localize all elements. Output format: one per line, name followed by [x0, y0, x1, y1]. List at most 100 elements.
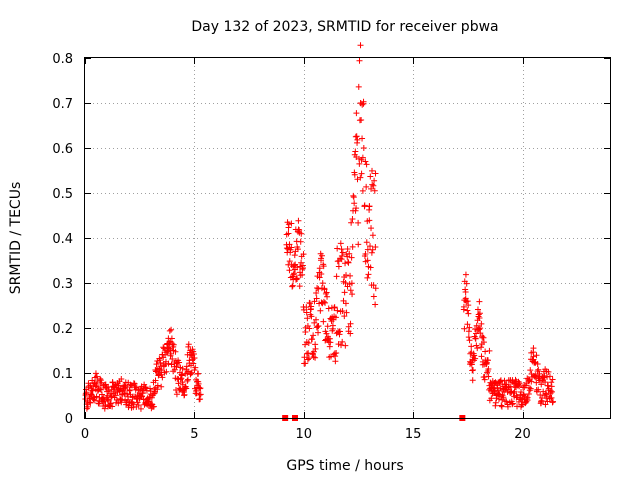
data-point [341, 289, 348, 296]
data-point [466, 324, 473, 331]
data-point [370, 293, 377, 300]
data-point [357, 42, 364, 49]
x-axis-label: GPS time / hours [286, 458, 403, 474]
data-point [478, 353, 485, 360]
data-point [347, 330, 354, 337]
data-point [363, 161, 370, 168]
data-point [349, 243, 356, 250]
data-point [531, 359, 538, 366]
data-point [306, 355, 313, 362]
data-point [362, 158, 369, 165]
data-point [497, 385, 504, 392]
data-point [318, 271, 325, 277]
data-point [336, 328, 343, 335]
data-point [167, 346, 174, 353]
data-point [363, 239, 370, 246]
data-point [318, 252, 325, 259]
data-point [309, 336, 316, 343]
y-tick-label: 0.3 [52, 277, 73, 292]
y-tick-label: 0.1 [52, 367, 73, 382]
data-point [533, 379, 540, 386]
data-point [123, 390, 130, 397]
data-point [286, 258, 293, 265]
data-point [475, 311, 482, 318]
tick-marks [85, 58, 610, 419]
data-point [105, 387, 112, 394]
data-point [288, 220, 295, 227]
data-point [369, 232, 376, 239]
data-point [98, 391, 105, 398]
data-point [535, 366, 542, 373]
data-point [112, 392, 119, 399]
data-point [472, 355, 479, 362]
data-point [87, 399, 94, 406]
data-point [322, 299, 329, 306]
data-point [183, 363, 190, 370]
data-point [474, 306, 481, 313]
data-point [130, 380, 137, 387]
data-point [337, 240, 344, 247]
data-point [528, 378, 535, 385]
data-point [192, 364, 199, 371]
data-point [477, 325, 484, 332]
y-axis-label: SRMTID / TECUs [8, 182, 24, 295]
data-point [312, 345, 319, 352]
data-point [468, 361, 475, 368]
data-point [195, 370, 202, 377]
data-point [115, 400, 122, 407]
x-tick-label: 10 [295, 427, 312, 442]
data-point [353, 110, 360, 117]
data-point [308, 313, 315, 320]
data-point [325, 305, 332, 312]
data-point [545, 368, 552, 375]
data-point [353, 205, 360, 212]
data-point [313, 289, 320, 296]
data-point [329, 325, 336, 332]
data-point [294, 264, 301, 271]
data-point [197, 391, 204, 398]
data-point [345, 259, 352, 266]
data-point [510, 390, 517, 397]
data-point [367, 264, 374, 271]
data-point [178, 372, 185, 379]
data-point [530, 356, 537, 363]
data-point [98, 379, 105, 386]
data-point [342, 342, 349, 349]
y-tick-label: 0.8 [52, 52, 73, 67]
data-point [494, 384, 501, 391]
data-point [291, 270, 298, 277]
data-point [291, 252, 298, 259]
data-point [549, 399, 556, 406]
x-tick-label: 5 [190, 427, 198, 442]
data-point [320, 298, 327, 305]
data-point [309, 351, 316, 358]
data-point [357, 174, 364, 181]
data-point [289, 282, 296, 289]
data-point [369, 167, 376, 174]
data-point [285, 230, 292, 237]
data-point [348, 219, 355, 226]
data-point [193, 390, 200, 397]
data-point [509, 401, 516, 408]
data-point [167, 350, 174, 357]
data-point [347, 272, 354, 279]
data-point [324, 323, 331, 330]
data-point [350, 192, 357, 199]
data-point [542, 379, 549, 386]
tick-labels: 0 5 10 15 20 0 0.1 0.2 0.3 0.4 0.5 0.6 0.7 0.8 [52, 52, 530, 442]
x-tick-label: 20 [514, 427, 531, 442]
data-point [134, 399, 141, 406]
data-point [101, 405, 108, 412]
data-point [288, 244, 295, 251]
data-point [159, 374, 166, 381]
data-point [297, 238, 304, 245]
data-point [371, 177, 378, 184]
data-point [344, 246, 351, 253]
data-point [498, 402, 505, 409]
data-point [464, 321, 471, 328]
data-point [355, 83, 362, 90]
data-point [188, 369, 195, 376]
data-point [117, 388, 123, 394]
data-point [92, 370, 99, 377]
data-point [361, 202, 368, 209]
